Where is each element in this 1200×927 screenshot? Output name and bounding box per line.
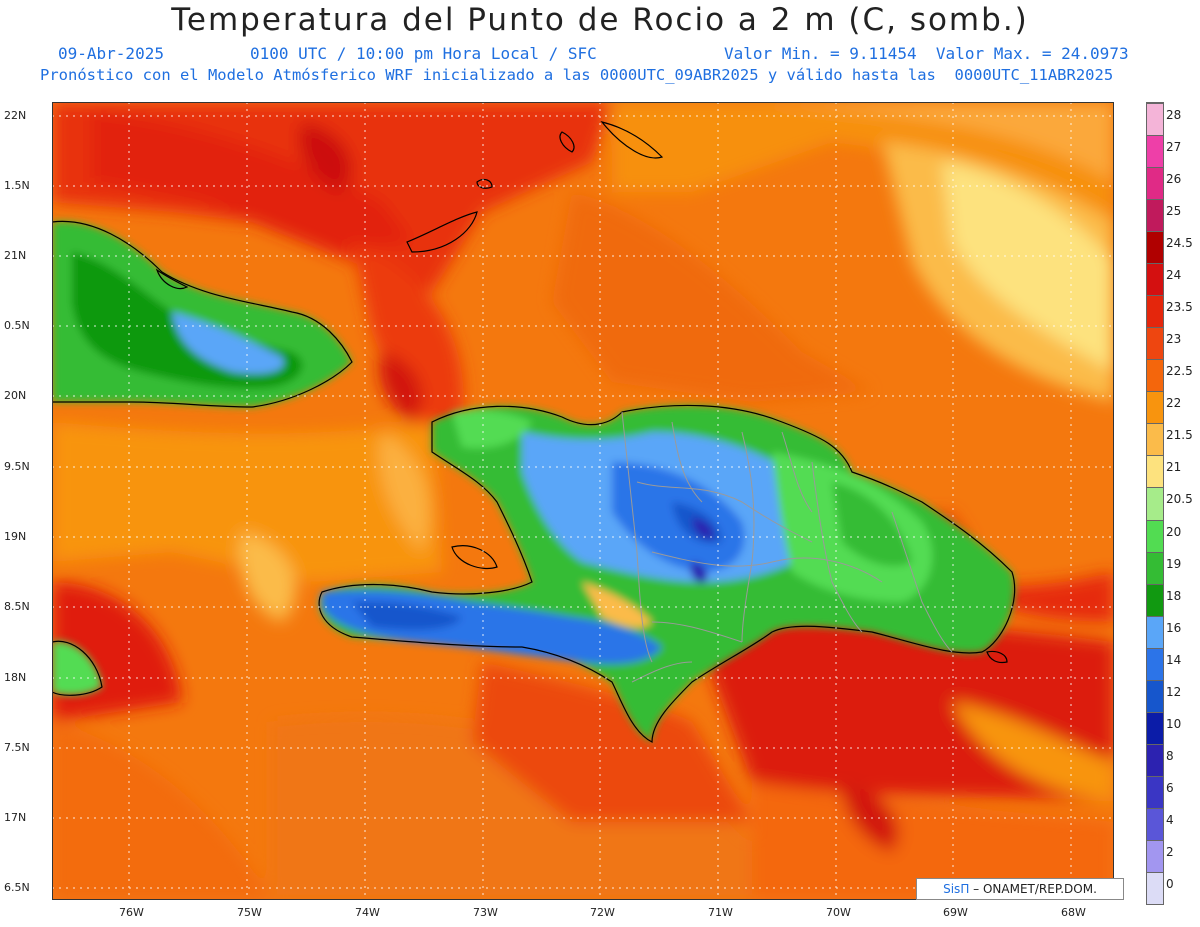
map-canvas [52, 102, 1114, 900]
lat-label: 17N [4, 811, 27, 824]
hispaniola-land [319, 405, 1015, 742]
legend-label: 24 [1166, 268, 1182, 283]
color-legend [1146, 102, 1164, 905]
legend-swatch [1147, 647, 1163, 680]
legend-swatch [1147, 135, 1163, 168]
legend-swatch [1147, 583, 1163, 616]
legend-label: 19 [1166, 556, 1182, 571]
brand-logo-text: SisΠ [943, 882, 970, 896]
lon-label: 70W [826, 906, 851, 919]
legend-label: 2 [1166, 844, 1174, 859]
legend-swatch [1147, 359, 1163, 392]
legend-swatch [1147, 775, 1163, 808]
lon-label: 74W [355, 906, 380, 919]
lat-label: 0.5N [4, 319, 30, 332]
legend-label: 23.5 [1166, 300, 1193, 315]
legend-swatch [1147, 199, 1163, 232]
legend-swatch [1147, 551, 1163, 584]
legend-swatch [1147, 455, 1163, 488]
legend-label: 4 [1166, 812, 1174, 827]
lat-label: 9.5N [4, 460, 30, 473]
legend-label: 26 [1166, 172, 1182, 187]
lat-label: 8.5N [4, 600, 30, 613]
legend-swatch [1147, 167, 1163, 200]
legend-swatch [1147, 519, 1163, 552]
lon-label: 72W [590, 906, 615, 919]
legend-label: 14 [1166, 652, 1182, 667]
lon-label: 68W [1061, 906, 1086, 919]
legend-label: 27 [1166, 140, 1182, 155]
forecast-date: 09-Abr-2025 [58, 44, 164, 63]
map-title: Temperatura del Punto de Rocio a 2 m (C,… [171, 2, 1029, 38]
lon-label: 69W [943, 906, 968, 919]
legend-label: 20 [1166, 524, 1182, 539]
legend-label: 12 [1166, 684, 1182, 699]
legend-swatch [1147, 679, 1163, 712]
legend-swatch [1147, 807, 1163, 840]
graticule [52, 102, 1114, 900]
map-frame [52, 102, 1114, 900]
credit-text: – ONAMET/REP.DOM. [973, 882, 1097, 896]
value-range: Valor Min. = 9.11454 Valor Max. = 24.097… [724, 44, 1129, 63]
legend-label: 18 [1166, 588, 1182, 603]
lat-label: 18N [4, 671, 27, 684]
coastlines [52, 120, 1016, 743]
legend-swatch [1147, 327, 1163, 360]
legend-swatch [1147, 263, 1163, 296]
legend-swatch [1147, 423, 1163, 456]
legend-label: 28 [1166, 108, 1182, 122]
lat-label: 1.5N [4, 179, 30, 192]
legend-label: 22 [1166, 396, 1182, 411]
lat-label: 20N [4, 389, 27, 402]
legend-label: 6 [1166, 780, 1174, 795]
model-info: Pronóstico con el Modelo Atmósferico WRF… [40, 66, 1114, 84]
legend-label: 10 [1166, 716, 1182, 731]
legend-label: 21 [1166, 460, 1182, 475]
legend-label: 0 [1166, 876, 1174, 891]
legend-label: 25 [1166, 204, 1182, 219]
legend-label: 21.5 [1166, 428, 1193, 443]
ocean-field [52, 102, 1114, 900]
lon-label: 76W [119, 906, 144, 919]
legend-label: 22.5 [1166, 364, 1193, 379]
legend-swatch [1147, 871, 1163, 904]
legend-swatch [1147, 487, 1163, 520]
legend-swatch [1147, 103, 1163, 136]
cuba-land [52, 221, 352, 696]
lat-label: 21N [4, 249, 27, 262]
forecast-time: 0100 UTC / 10:00 pm Hora Local / SFC [250, 44, 597, 63]
legend-swatch [1147, 743, 1163, 776]
lon-label: 71W [708, 906, 733, 919]
lon-label: 73W [473, 906, 498, 919]
dewpoint-map [52, 102, 1114, 900]
legend-swatch [1147, 615, 1163, 648]
lat-label: 22N [4, 109, 27, 122]
legend-label: 24.5 [1166, 236, 1193, 251]
legend-label: 23 [1166, 332, 1182, 347]
legend-swatch [1147, 711, 1163, 744]
lat-label: 7.5N [4, 741, 30, 754]
provincial-borders [621, 411, 953, 683]
legend-swatch [1147, 391, 1163, 424]
legend-swatch [1147, 295, 1163, 328]
legend-label: 20.5 [1166, 492, 1193, 507]
lat-label: 19N [4, 530, 27, 543]
credit-box: SisΠ – ONAMET/REP.DOM. [916, 878, 1124, 900]
legend-swatch [1147, 839, 1163, 872]
legend-swatch [1147, 231, 1163, 264]
legend-label: 8 [1166, 748, 1174, 763]
lon-label: 75W [237, 906, 262, 919]
lat-label: 6.5N [4, 881, 30, 894]
legend-label: 16 [1166, 620, 1182, 635]
